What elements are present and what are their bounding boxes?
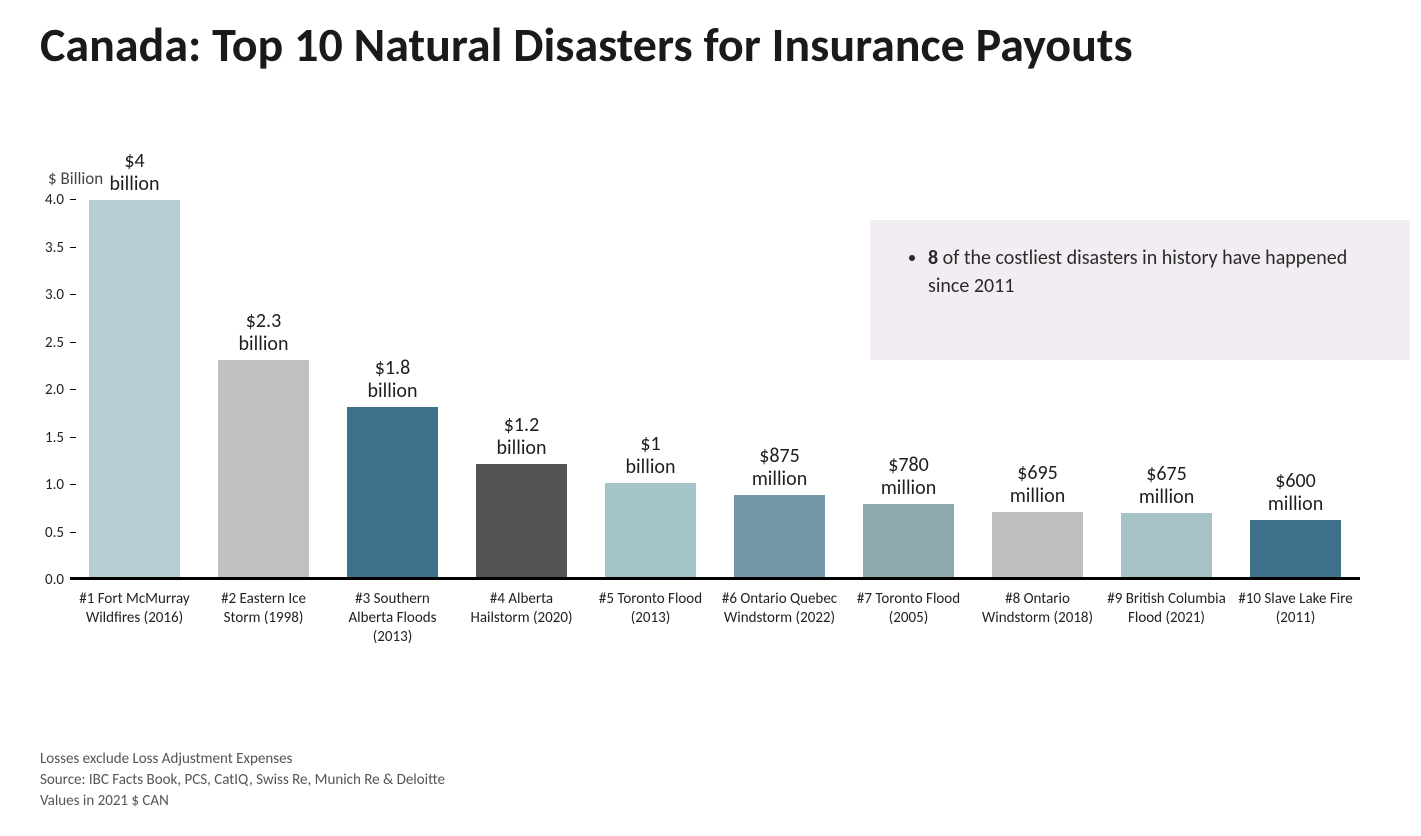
bar <box>347 407 437 577</box>
bar <box>1250 520 1340 577</box>
y-tick-label: 3.0 <box>45 286 64 304</box>
y-tick-label: 2.0 <box>45 381 64 399</box>
y-tick-mark <box>70 484 76 485</box>
bar <box>89 200 179 577</box>
bar <box>992 512 1082 578</box>
x-tick-label: #1 Fort McMurray Wildfires (2016) <box>70 584 199 646</box>
bar-slot: $1.8billion <box>328 200 457 577</box>
x-axis-labels: #1 Fort McMurray Wildfires (2016)#2 East… <box>70 584 1360 646</box>
callout-box: 8 of the costliest disasters in history … <box>870 220 1410 360</box>
callout-bullet: 8 of the costliest disasters in history … <box>928 244 1382 300</box>
bar-slot: $2.3billion <box>199 200 328 577</box>
y-tick-label: 1.0 <box>45 476 64 494</box>
x-tick-label: #5 Toronto Flood (2013) <box>586 584 715 646</box>
y-axis-ticks: 0.00.51.01.52.02.53.03.54.0 <box>30 200 70 580</box>
footnote-line: Values in 2021 $ CAN <box>40 791 445 812</box>
y-tick-mark <box>70 389 76 390</box>
y-tick-mark <box>70 532 76 533</box>
x-tick-label: #2 Eastern Ice Storm (1998) <box>199 584 328 646</box>
chart-title: Canada: Top 10 Natural Disasters for Ins… <box>40 18 1133 72</box>
x-tick-label: #10 Slave Lake Fire (2011) <box>1231 584 1360 646</box>
callout-bold: 8 <box>928 246 938 270</box>
y-tick-label: 1.5 <box>45 429 64 447</box>
x-tick-label: #6 Ontario Quebec Windstorm (2022) <box>715 584 844 646</box>
bar-slot: $1billion <box>586 200 715 577</box>
bar <box>476 464 566 577</box>
x-tick-label: #9 British Columbia Flood (2021) <box>1102 584 1231 646</box>
y-tick-label: 3.5 <box>45 239 64 257</box>
bar-value-label: $2.3billion <box>186 310 341 360</box>
x-tick-label: #7 Toronto Flood (2005) <box>844 584 973 646</box>
x-tick-label: #8 Ontario Windstorm (2018) <box>973 584 1102 646</box>
bar-value-label: $600million <box>1218 470 1373 520</box>
bar <box>863 504 953 578</box>
y-tick-mark <box>70 437 76 438</box>
y-tick-label: 0.5 <box>45 524 64 542</box>
footnote-line: Source: IBC Facts Book, PCS, CatIQ, Swis… <box>40 770 445 791</box>
y-tick-mark <box>70 247 76 248</box>
y-tick-mark <box>70 294 76 295</box>
bar-slot: $4billion <box>70 200 199 577</box>
bar <box>605 483 695 577</box>
bar <box>218 360 308 577</box>
footnotes: Losses exclude Loss Adjustment ExpensesS… <box>40 749 445 812</box>
bar-value-label: $1.8billion <box>315 357 470 407</box>
callout-text: of the costliest disasters in history ha… <box>928 246 1347 298</box>
x-tick-label: #4 Alberta Hailstorm (2020) <box>457 584 586 646</box>
y-tick-mark <box>70 199 76 200</box>
y-tick-label: 2.5 <box>45 334 64 352</box>
bar <box>734 495 824 577</box>
x-tick-label: #3 Southern Alberta Floods (2013) <box>328 584 457 646</box>
y-tick-label: 0.0 <box>45 571 64 589</box>
slide-root: Canada: Top 10 Natural Disasters for Ins… <box>0 0 1421 836</box>
bar-slot: $875million <box>715 200 844 577</box>
footnote-line: Losses exclude Loss Adjustment Expenses <box>40 749 445 770</box>
bar-value-label: $4billion <box>57 150 212 200</box>
bar-slot: $1.2billion <box>457 200 586 577</box>
y-tick-mark <box>70 342 76 343</box>
bar <box>1121 513 1211 577</box>
y-tick-mark <box>70 579 76 580</box>
